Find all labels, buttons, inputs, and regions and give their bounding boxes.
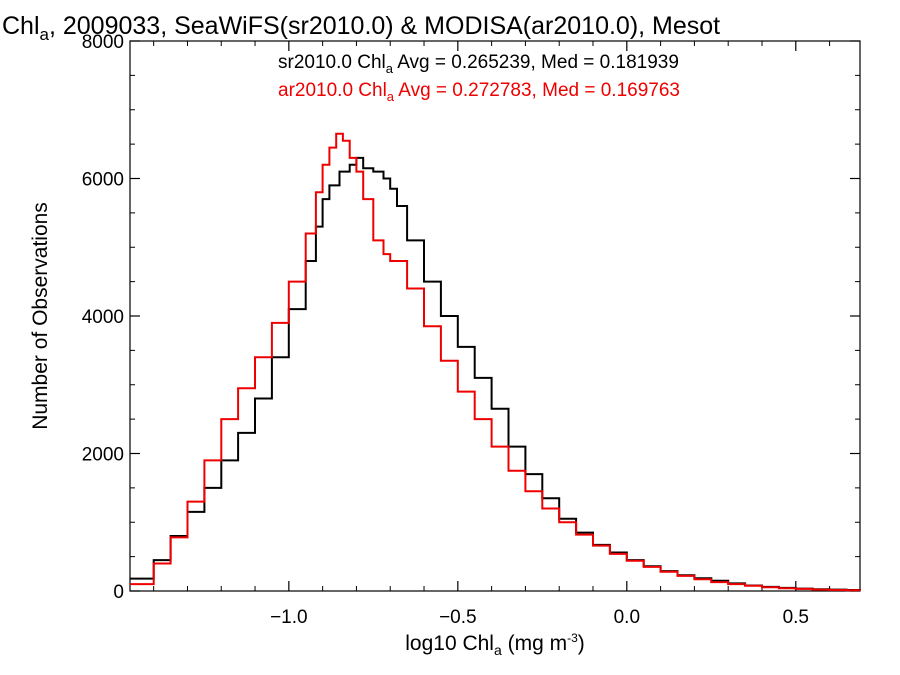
x-tick-label: 0.0: [614, 607, 640, 628]
legend-ar2010-rest: Avg = 0.272783, Med = 0.169763: [394, 80, 680, 101]
tick-labels: −1.0 −0.5 0.0 0.5 0 2000 4000 6000 8000: [82, 32, 809, 628]
y-tick-label: 0: [113, 582, 124, 603]
plot-frame: [129, 40, 861, 592]
y-tick-label: 4000: [82, 307, 124, 328]
x-axis-label: log10 Chla (mg m-3): [405, 631, 585, 658]
x-tick-label: −0.5: [439, 607, 477, 628]
chart-title: Chla, 2009033, SeaWiFS(sr2010.0) & MODIS…: [2, 12, 720, 44]
series-line-ar20100: [130, 132, 861, 592]
x-axis-label-sup: -3: [567, 631, 578, 645]
series-line-sr20100: [130, 156, 861, 591]
legend-entry-ar2010: ar2010.0 Chla Avg = 0.272783, Med = 0.16…: [278, 80, 680, 104]
legend-entry-sr2010: sr2010.0 Chla Avg = 0.265239, Med = 0.18…: [278, 52, 679, 76]
legend-ar2010-sub: a: [387, 89, 395, 104]
series-lines: [130, 132, 861, 592]
x-axis-label-sub: a: [494, 642, 502, 658]
y-tick-label: 2000: [82, 445, 124, 466]
chart-title-main: Chl: [2, 12, 40, 40]
y-tick-label: 8000: [82, 32, 124, 53]
axis-ticks: [130, 40, 860, 592]
legend-sr2010-rest: Avg = 0.265239, Med = 0.181939: [393, 52, 679, 73]
x-tick-label: −1.0: [270, 607, 308, 628]
x-axis-label-rest: (mg m: [502, 632, 567, 655]
chart-title-sub: a: [40, 25, 50, 44]
legend-sr2010-main: sr2010.0 Chl: [278, 52, 386, 73]
x-axis-label-end: ): [578, 632, 585, 655]
y-tick-label: 6000: [82, 170, 124, 191]
x-tick-label: 0.5: [783, 607, 809, 628]
legend-ar2010-main: ar2010.0 Chl: [278, 80, 387, 101]
x-axis-label-main: log10 Chl: [405, 632, 494, 655]
chart-title-rest: , 2009033, SeaWiFS(sr2010.0) & MODISA(ar…: [49, 12, 720, 40]
y-axis-label: Number of Observations: [29, 202, 52, 430]
legend-sr2010-sub: a: [386, 61, 394, 76]
